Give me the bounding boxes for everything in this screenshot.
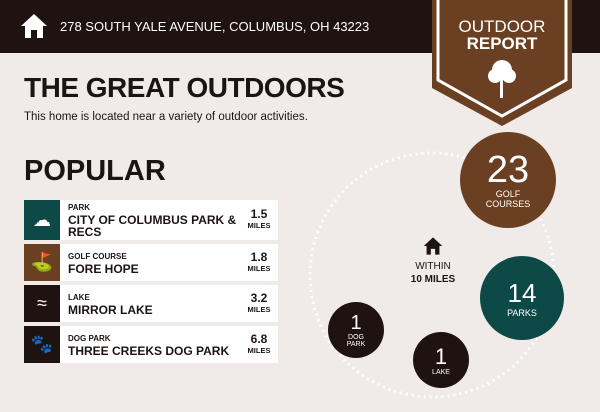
lakes-count: 1 LAKE	[413, 332, 469, 388]
category: GOLF COURSE	[68, 251, 127, 261]
category: PARK	[68, 203, 91, 212]
list-item: ⛳ GOLF COURSE FORE HOPE 1.8 MILES	[24, 244, 278, 281]
place-name: FORE HOPE	[68, 261, 139, 276]
radius-label: WITHIN 10 MILES	[398, 236, 468, 286]
address: 278 SOUTH YALE AVENUE, COLUMBUS, OH 4322…	[60, 19, 370, 34]
golf-bag-icon: ⛳	[24, 244, 60, 281]
distance: 6.8	[250, 331, 268, 346]
distance: 1.8	[250, 249, 268, 264]
waves-icon: ≈	[24, 285, 60, 322]
list-item: 🐾 DOG PARK THREE CREEKS DOG PARK 6.8 MILES	[24, 326, 278, 363]
home-icon	[423, 237, 443, 255]
unit: MILES	[247, 263, 271, 273]
outdoor-report-badge	[432, 0, 572, 126]
unit: MILES	[247, 304, 271, 314]
place-name: THREE CREEKS DOG PARK	[68, 343, 230, 358]
place-name: MIRROR LAKE	[68, 302, 153, 317]
list-item: ≈ LAKE MIRROR LAKE 3.2 MILES	[24, 285, 278, 322]
popular-heading: POPULAR	[24, 155, 166, 187]
list-item: ☁ PARK CITY OF COLUMBUS PARK & RECS 1.5 MILE…	[24, 200, 278, 240]
category: DOG PARK	[68, 333, 111, 343]
unit: MILES	[247, 345, 271, 355]
page-title: THE GREAT OUTDOORS	[24, 72, 345, 103]
unit: MILES	[247, 221, 271, 230]
paw-icon: 🐾	[24, 326, 60, 363]
badge-title: OUTDOOR REPORT	[458, 17, 546, 53]
popular-list: ☁ PARK CITY OF COLUMBUS PARK & RECS 1.5 MILE…	[24, 200, 278, 363]
place-name: CITY OF COLUMBUS PARK & RECS	[68, 213, 237, 239]
home-icon	[21, 14, 47, 38]
page-subtitle: This home is located near a variety of o…	[24, 111, 308, 123]
distance: 1.5	[250, 207, 268, 221]
tree-icon	[488, 60, 516, 98]
dog-parks-count: 1 DOG PARK	[328, 302, 384, 358]
category: LAKE	[68, 292, 90, 302]
distance: 3.2	[250, 290, 268, 305]
parks-count: 14 PARKS	[480, 256, 564, 340]
golf-courses-count: 23 GOLF COURSES	[460, 132, 556, 228]
park-icon: ☁	[24, 200, 60, 240]
